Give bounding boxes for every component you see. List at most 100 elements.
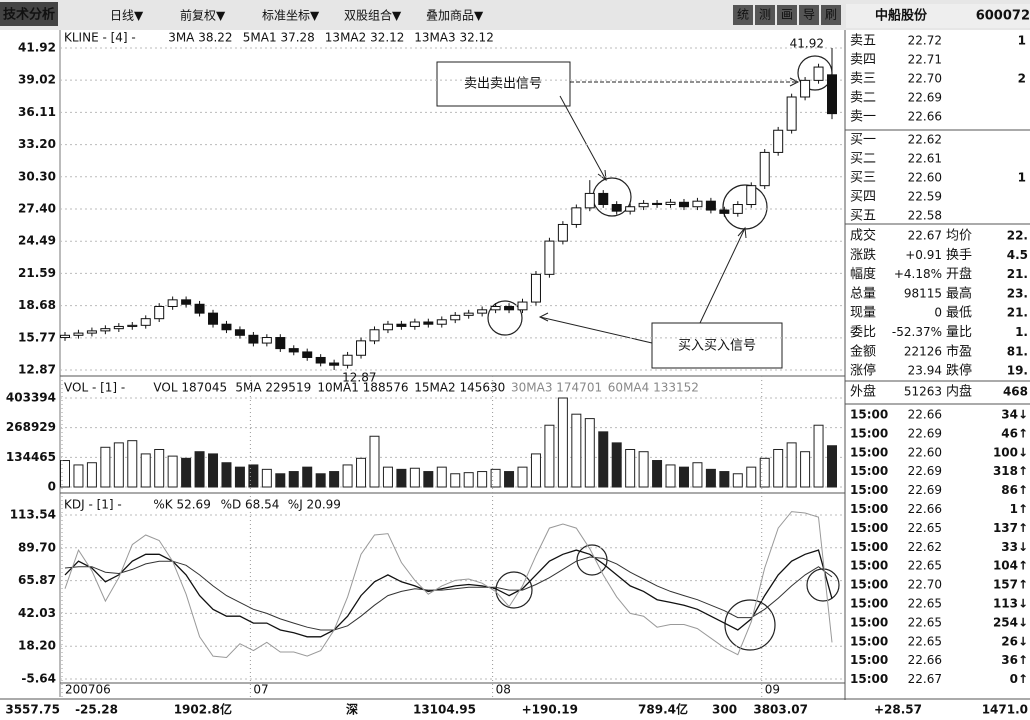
volume-bar: [652, 460, 663, 488]
tick-time: 15:00: [850, 445, 888, 459]
tick-volume: 113: [993, 597, 1018, 611]
tick-price: 22.65: [908, 597, 942, 611]
tick-price: 22.65: [908, 634, 942, 648]
tick-volume: 86: [1001, 483, 1018, 497]
y-tick-label: 65.87: [18, 573, 56, 587]
legend-item: 10MA1 188576: [317, 381, 408, 395]
date-label: 08: [496, 683, 511, 697]
tick-direction: ↓: [1018, 540, 1028, 554]
tick-price: 22.65: [908, 615, 942, 629]
stat-value: 23.: [1007, 286, 1028, 300]
volume-bar: [813, 424, 824, 488]
y-tick-label: 0: [48, 480, 56, 494]
candle-body: [800, 79, 811, 98]
candle-body: [450, 314, 461, 321]
candle-body: [827, 74, 837, 115]
stat-label: 总量: [850, 286, 876, 301]
stat-label: 换手: [946, 248, 972, 263]
menu[interactable]: 标准坐标▼: [262, 9, 320, 23]
signal-arrows: [436, 61, 800, 369]
candle-body: [288, 348, 299, 353]
low-label: 12.87: [342, 371, 376, 385]
stat-label: 涨停: [850, 363, 876, 379]
stat-value: 98115: [904, 286, 942, 300]
menu[interactable]: 前复权▼: [180, 8, 226, 23]
menu[interactable]: 叠加商品▼: [426, 8, 484, 23]
tool-label: 统: [737, 8, 749, 22]
volume-bar: [302, 466, 313, 488]
y-tick-label: 403394: [6, 391, 56, 405]
volume-bar: [598, 431, 609, 488]
y-tick-label: 30.30: [18, 169, 56, 183]
volume-bar: [356, 457, 367, 488]
menu[interactable]: 日线▼: [110, 9, 144, 23]
tool-button[interactable]: [755, 5, 775, 25]
book-qty: 1: [1018, 34, 1026, 48]
tick-time: 15:00: [850, 426, 888, 440]
stat-value: +0.91: [905, 248, 942, 262]
legend-item: %K 52.69: [153, 498, 210, 512]
book-label: 卖四: [850, 53, 876, 68]
volume-bar: [167, 455, 178, 488]
tick-price: 22.67: [908, 672, 942, 686]
book-label: 卖一: [850, 110, 876, 125]
volume-bar: [786, 442, 797, 488]
buy-signal: 买入买入信号: [678, 339, 756, 354]
y-tick-label: 89.70: [18, 540, 56, 554]
tick-time: 15:00: [850, 521, 888, 535]
tick-direction: ↑: [1018, 426, 1028, 440]
y-tick-label: 33.20: [18, 137, 56, 151]
y-tick-label: 12.87: [18, 363, 56, 377]
candle-body: [719, 209, 730, 214]
tool-button[interactable]: [821, 5, 841, 25]
stat-label: 开盘: [946, 266, 972, 282]
stat-value: 21.: [1007, 306, 1028, 320]
tool-button[interactable]: [777, 5, 797, 25]
tick-direction: ↑: [1018, 483, 1028, 497]
menu[interactable]: 双股组合▼: [344, 8, 402, 23]
candle-body: [248, 334, 259, 344]
candle-body: [571, 207, 582, 225]
volume-bar: [140, 453, 151, 488]
quote-header: [846, 4, 1030, 28]
candle-body: [60, 334, 70, 339]
candle-body: [638, 202, 649, 208]
book-label: 卖三: [850, 72, 876, 87]
status-item: 13104.95: [413, 703, 476, 717]
legend-item: %J 20.99: [288, 498, 341, 512]
volume-bar: [773, 448, 784, 488]
tool-button[interactable]: [799, 5, 819, 25]
tick-time: 15:00: [850, 559, 888, 573]
kdj-line: [64, 556, 833, 631]
volume-bar: [221, 462, 232, 488]
tick-time: 15:00: [850, 672, 888, 686]
volume-bar: [517, 466, 528, 488]
volume-bar: [382, 466, 393, 488]
tick-price: 22.66: [908, 502, 942, 516]
status-item: 3557.75: [5, 703, 60, 717]
candle-body: [315, 356, 326, 364]
book-price: 22.58: [908, 209, 942, 223]
inner-value: 468: [1003, 385, 1028, 399]
volume-bar: [544, 424, 555, 488]
volume-bar: [315, 473, 326, 488]
y-tick-label: 36.11: [18, 105, 56, 119]
volume-bar: [194, 451, 205, 488]
volume-bar: [504, 471, 515, 488]
tick-time: 15:00: [850, 578, 888, 592]
candle-body: [396, 323, 407, 327]
tick-volume: 318: [993, 464, 1018, 478]
candle-body: [611, 204, 622, 212]
tick-direction: ↑: [1018, 653, 1028, 667]
tick-direction: ↑: [1018, 578, 1028, 592]
stock-code: 600072: [976, 9, 1030, 24]
candle-body: [409, 321, 420, 327]
legend-item: 60MA4 133152: [608, 381, 699, 395]
candle-body: [504, 305, 515, 311]
y-tick-label: -5.64: [21, 672, 56, 686]
volume-bar: [477, 471, 488, 488]
tool-button[interactable]: [733, 5, 753, 25]
tick-volume: 1: [1010, 502, 1018, 516]
volume-bar: [181, 457, 192, 488]
